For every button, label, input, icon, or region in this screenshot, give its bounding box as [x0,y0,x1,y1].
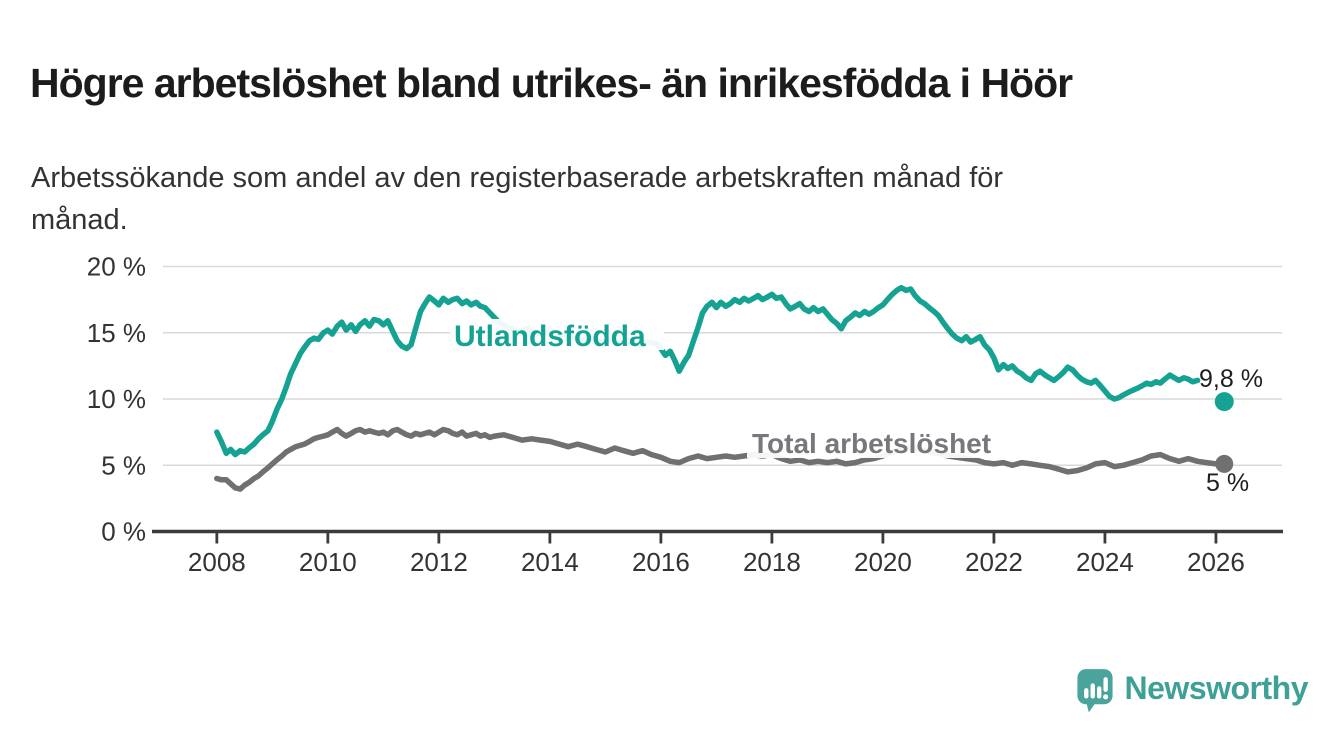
end-dot-utlandsfodda [1214,392,1234,412]
chart-subtitle-line-1: Arbetssökande som andel av den registerb… [31,162,1004,194]
label-halo-1 [747,429,1029,458]
series-label-utlandsfodda: Utlandsfödda [454,320,646,353]
y-tick-label-15: 15 % [87,318,146,348]
x-tick-label-2024: 2024 [1076,547,1134,577]
y-tick-label-5: 5 % [101,450,146,480]
chart-line-total-arbetsloshet [214,426,1219,492]
y-tick-label-20: 20 % [87,252,146,282]
newsworthy-logo[interactable]: Newsworthy [1076,667,1309,713]
x-tick-label-2026: 2026 [1187,547,1245,577]
x-tick-label-2020: 2020 [854,547,912,577]
newsworthy-logo-icon [1076,669,1113,713]
x-tick-label-2018: 2018 [743,547,801,577]
y-tick-label-10: 10 % [87,384,146,414]
y-tick-label-0: 0 % [101,517,146,547]
chart-subtitle: Arbetssökande som andel av den registerb… [31,157,1321,241]
x-tick-label-2012: 2012 [410,547,468,577]
chart-line-utlandsfodda [214,284,1201,458]
page-title: Högre arbetslöshet bland utrikes- än inr… [30,60,1073,107]
label-halo-0 [450,319,664,350]
chart-subtitle-line-2: månad. [31,204,128,236]
series-label-total-arbetsloshet: Total arbetslöshet [752,428,992,459]
x-tick-label-2022: 2022 [965,547,1023,577]
end-dot-total-arbetsloshet [1215,454,1234,473]
x-tick-label-2016: 2016 [632,547,690,577]
x-tick-label-2010: 2010 [299,547,357,577]
newsworthy-brand-text: Newsworthy [1124,670,1309,706]
end-value-label-utlandsfodda: 9,8 % [1199,365,1263,393]
x-tick-label-2008: 2008 [188,547,246,577]
end-value-label-total-arbetsloshet: 5 % [1206,469,1250,497]
x-tick-label-2014: 2014 [521,547,579,577]
